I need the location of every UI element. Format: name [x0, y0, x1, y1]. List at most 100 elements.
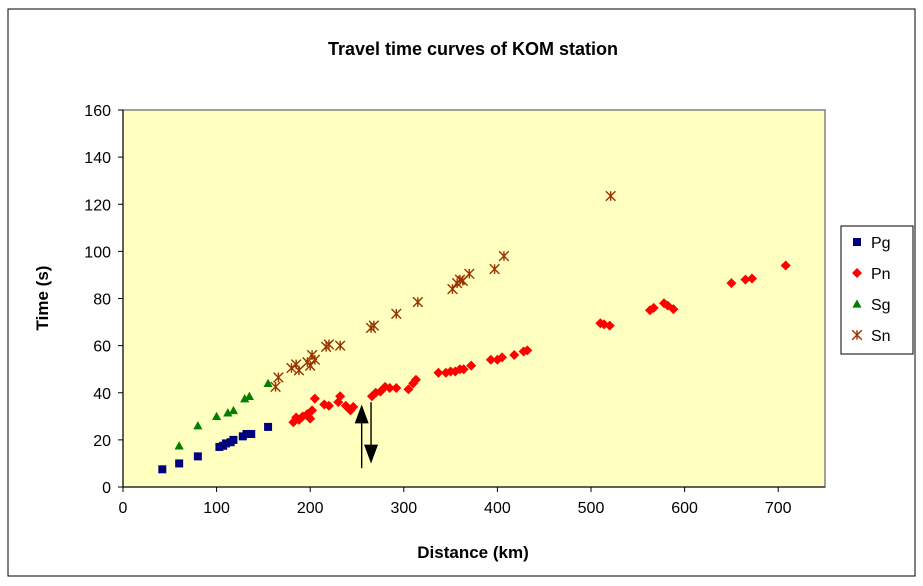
series-pg [158, 422, 273, 474]
data-points [158, 190, 791, 474]
point-pn [746, 273, 757, 284]
x-tick-label: 700 [765, 500, 792, 517]
point-pn [410, 374, 421, 385]
y-tick-label: 100 [84, 244, 111, 261]
y-tick-label: 60 [93, 339, 111, 356]
legend-label: Pg [871, 235, 891, 252]
legend-marker-sg [852, 299, 862, 308]
point-pn [403, 384, 414, 395]
y-tick-label: 160 [84, 103, 111, 120]
x-tick-label: 300 [390, 500, 417, 517]
point-sn [498, 250, 510, 262]
y-tick-label: 140 [84, 150, 111, 167]
point-pn [497, 352, 508, 363]
point-pn [740, 274, 751, 285]
series-sn [270, 190, 616, 393]
point-pg [229, 435, 238, 444]
point-pg [247, 429, 256, 438]
point-pg [193, 452, 202, 461]
legend-item-pg: Pg [853, 235, 891, 252]
point-pn [485, 354, 496, 365]
x-tick-label: 100 [203, 500, 230, 517]
point-sn [286, 362, 297, 374]
point-pn [348, 401, 359, 412]
legend-item-pn: Pn [852, 266, 891, 283]
axes: 0 100 200 300 400 500 600 700 0 20 40 60 80 100 120 140… [84, 103, 825, 517]
x-axis-label: Distance (km) [417, 543, 528, 562]
down-arrow-head [364, 444, 379, 464]
point-sn [489, 263, 500, 275]
x-tick-label: 600 [671, 500, 698, 517]
y-tick-label: 20 [93, 433, 111, 450]
point-sn [309, 354, 321, 366]
point-sn [273, 372, 284, 383]
point-sg [263, 378, 273, 388]
point-pn [433, 367, 444, 378]
y-tick-label: 120 [84, 197, 111, 214]
legend-marker-sn [851, 329, 863, 341]
point-sn [391, 308, 402, 320]
x-tick-label: 200 [297, 500, 324, 517]
point-sn [293, 365, 305, 376]
x-tick-label: 400 [484, 500, 511, 517]
point-sg [228, 405, 239, 415]
point-pn [509, 350, 520, 361]
point-sn [464, 268, 475, 280]
point-sg [223, 408, 233, 417]
point-pn [305, 413, 316, 424]
y-tick-label: 40 [93, 386, 111, 403]
point-pg [175, 459, 184, 468]
point-sn [334, 340, 346, 351]
legend-box [840, 225, 914, 355]
point-pn [522, 345, 533, 356]
point-sn [270, 381, 281, 393]
legend-label: Sg [871, 297, 891, 314]
point-pn [391, 383, 402, 394]
point-pn [668, 304, 679, 315]
point-pn [307, 405, 318, 416]
point-pn [726, 278, 737, 289]
point-pg [242, 429, 251, 438]
annotation-arrows [354, 402, 379, 469]
chart-title: Travel time curves of KOM station [328, 39, 618, 59]
point-pn [384, 383, 395, 394]
y-axis-label: Time (s) [33, 266, 52, 331]
point-sn [304, 360, 316, 371]
legend: Pg Pn Sg Sn [851, 235, 891, 345]
point-pn [466, 360, 477, 371]
point-sn [605, 190, 616, 202]
point-pg [264, 422, 273, 431]
point-sn [447, 283, 458, 295]
legend-label: Sn [871, 328, 891, 345]
point-sg [240, 394, 250, 403]
point-pn [335, 391, 346, 402]
series-pn [288, 260, 791, 428]
point-sn [368, 320, 380, 331]
point-sn [412, 296, 424, 308]
point-pg [221, 439, 230, 448]
plot-area [122, 109, 826, 488]
point-sg [174, 441, 184, 450]
x-tick-label: 500 [578, 500, 605, 517]
y-tick-label: 0 [102, 480, 111, 497]
legend-label: Pn [871, 266, 891, 283]
point-pg [158, 465, 167, 474]
point-pn [309, 393, 320, 404]
point-pn [458, 364, 469, 375]
point-pn [780, 260, 791, 271]
legend-marker-pg [853, 238, 861, 246]
series-sg [174, 378, 273, 450]
point-pn [648, 302, 659, 313]
up-arrow-head [354, 404, 369, 424]
point-sn [323, 339, 335, 350]
legend-item-sg: Sg [852, 297, 891, 314]
x-tick-label: 0 [119, 500, 128, 517]
point-pn [604, 320, 615, 331]
point-sg [193, 421, 203, 430]
legend-marker-pn [852, 268, 862, 278]
point-sg [212, 411, 222, 420]
point-sg [244, 391, 254, 400]
point-pn [323, 400, 334, 411]
